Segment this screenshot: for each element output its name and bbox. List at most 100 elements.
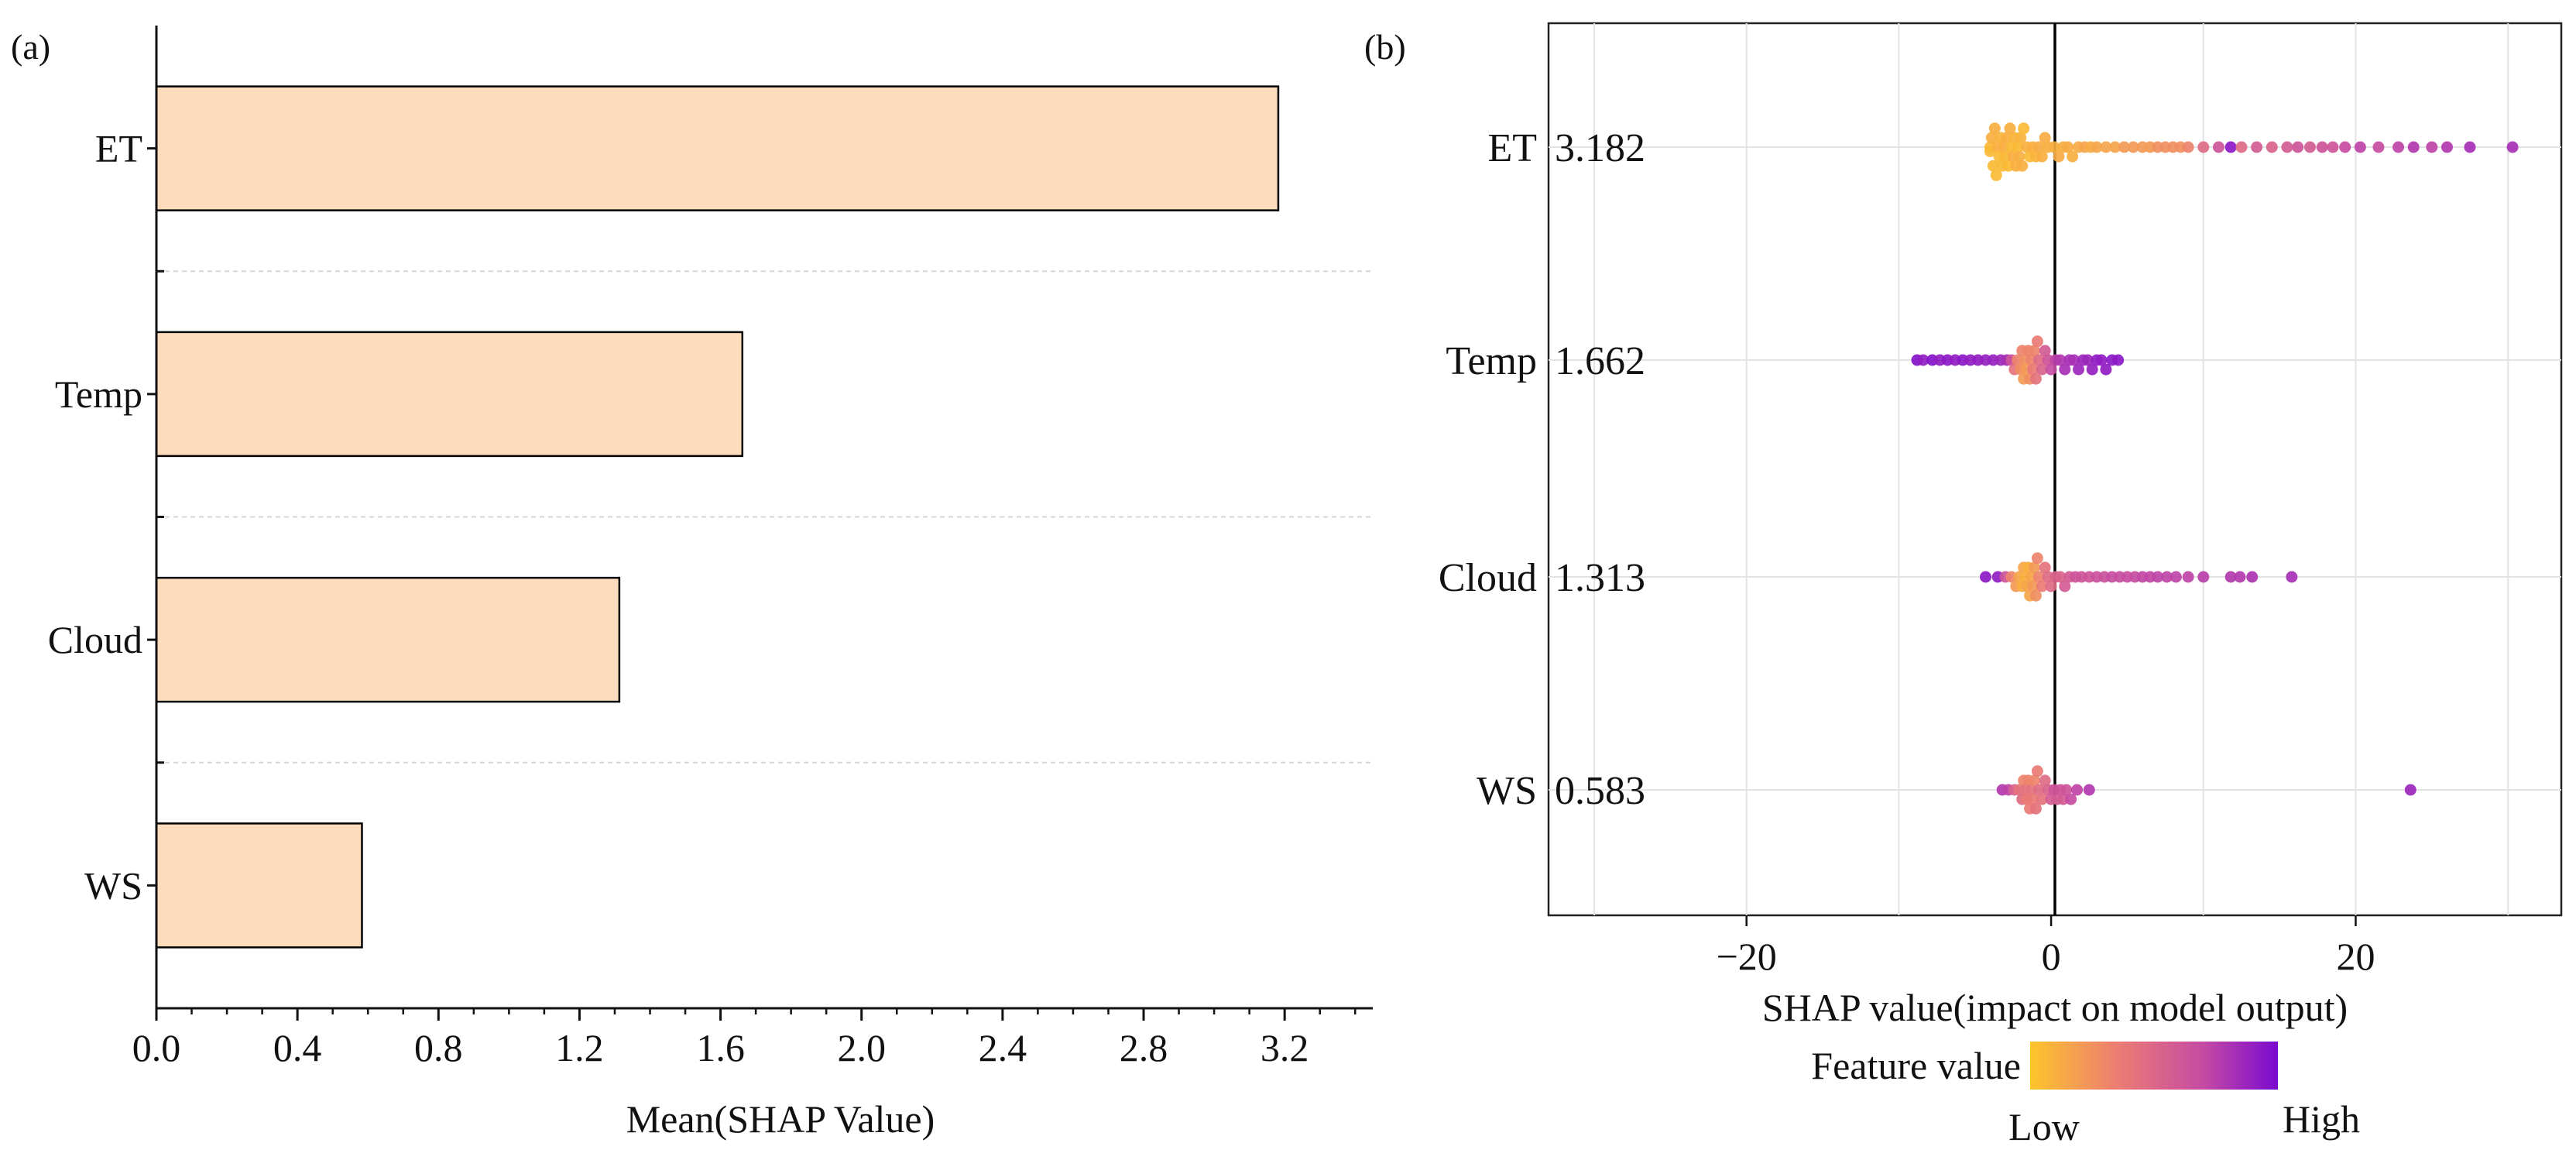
- shap-point: [2039, 345, 2051, 357]
- panel-a-bar-chart: (a) 0.0 0.4 0.8 1.2 1.6 2.0 2.4 2.8 3.2 ET Temp Cl…: [11, 26, 1373, 1141]
- x-tick-label: 3.2: [1261, 1026, 1309, 1069]
- shap-point: [2062, 141, 2074, 153]
- colorbar-high-label: High: [2283, 1097, 2360, 1141]
- shap-point: [2029, 802, 2042, 815]
- bar-temp: [155, 331, 744, 458]
- shap-point: [2372, 141, 2385, 153]
- shap-point: [2339, 141, 2351, 153]
- shap-point: [2118, 141, 2130, 153]
- shap-point: [2224, 141, 2237, 153]
- shap-point: [2234, 571, 2246, 583]
- shap-point: [2029, 372, 2042, 385]
- shap-point: [2095, 354, 2108, 366]
- x-tick-label: 20: [2336, 935, 2375, 978]
- x-tick-label: 2.8: [1120, 1026, 1168, 1069]
- shap-point: [2182, 571, 2194, 583]
- panel-a-bars: [155, 85, 1280, 949]
- shap-point: [2182, 141, 2194, 153]
- shap-point: [2112, 354, 2125, 366]
- mean-shap-label-et: 3.182: [1555, 126, 1645, 170]
- shap-point: [2161, 571, 2173, 583]
- shap-point: [2060, 784, 2073, 796]
- y-tick-label-temp: Temp: [55, 372, 142, 416]
- shap-point: [2281, 141, 2293, 153]
- panel-a-label: (a): [11, 27, 50, 67]
- panel-a-x-ticks: 0.0 0.4 0.8 1.2 1.6 2.0 2.4 2.8 3.2: [132, 1008, 1357, 1069]
- x-tick-label: 0.8: [414, 1026, 463, 1069]
- bar-et: [155, 85, 1280, 211]
- shap-point: [2197, 141, 2210, 153]
- feature-label-cloud: Cloud: [1439, 556, 1537, 600]
- bar-cloud: [155, 576, 621, 703]
- shap-point: [2029, 589, 2042, 602]
- panel-a-grid: [156, 269, 1373, 764]
- shap-point: [2059, 363, 2071, 376]
- panel-b-points: [1911, 122, 2519, 815]
- x-tick-label: 0.4: [273, 1026, 322, 1069]
- shap-point: [2032, 784, 2045, 796]
- shap-point: [2303, 141, 2316, 153]
- shap-point: [2152, 571, 2164, 583]
- feature-label-ws: WS: [1477, 769, 1537, 813]
- feature-label-et: ET: [1487, 126, 1537, 170]
- shap-point: [2032, 141, 2045, 153]
- shap-point: [2026, 363, 2039, 376]
- x-tick-label: 1.2: [555, 1026, 604, 1069]
- x-tick-label: 1.6: [696, 1026, 745, 1069]
- shap-point: [2048, 141, 2060, 153]
- shap-point: [2067, 150, 2079, 163]
- shap-point: [1988, 122, 2001, 135]
- mean-shap-label-ws: 0.583: [1555, 769, 1645, 813]
- shap-point: [2266, 141, 2278, 153]
- shap-point: [2086, 363, 2098, 376]
- shap-point: [2026, 580, 2039, 592]
- shap-point: [2053, 150, 2065, 163]
- x-tick-label: −20: [1717, 935, 1777, 978]
- shap-point: [2109, 141, 2122, 153]
- shap-point: [1980, 571, 1992, 583]
- shap-point: [2441, 141, 2453, 153]
- shap-point: [2100, 363, 2112, 376]
- shap-point: [2071, 784, 2084, 796]
- shap-point: [1990, 169, 2002, 181]
- shap-point: [2054, 571, 2067, 583]
- shap-point: [2045, 363, 2057, 376]
- shap-point: [2235, 141, 2248, 153]
- shap-point: [2028, 345, 2040, 357]
- shap-point: [2045, 580, 2057, 592]
- shap-point: [2407, 141, 2420, 153]
- shap-point: [2032, 354, 2045, 366]
- shap-point: [2083, 784, 2095, 796]
- colorbar-gradient: [2030, 1042, 2278, 1090]
- shap-point: [2026, 793, 2039, 805]
- shap-point: [2031, 765, 2043, 777]
- shap-point: [2018, 122, 2030, 135]
- colorbar: Feature value Low High: [1811, 1042, 2360, 1148]
- shap-point: [2506, 141, 2519, 153]
- panel-b-label: (b): [1364, 27, 1406, 67]
- feature-label-temp: Temp: [1446, 339, 1537, 383]
- shap-point: [2127, 141, 2139, 153]
- panel-b-x-ticks: −20 0 20: [1717, 915, 2375, 978]
- y-tick-label-et: ET: [95, 127, 142, 170]
- shap-point: [2292, 141, 2304, 153]
- shap-point: [2016, 160, 2029, 172]
- panel-b-x-axis-title: SHAP value(impact on model output): [1762, 986, 2348, 1029]
- shap-point: [2392, 141, 2405, 153]
- shap-point: [2059, 580, 2071, 592]
- shap-point: [2004, 122, 2016, 135]
- shap-point: [2015, 132, 2027, 144]
- shap-point: [2068, 354, 2080, 366]
- shap-point: [2327, 141, 2339, 153]
- shap-point: [2170, 571, 2182, 583]
- shap-point: [1917, 354, 1929, 366]
- shap-point: [2039, 561, 2051, 574]
- shap-point: [2197, 571, 2210, 583]
- colorbar-low-label: Low: [2008, 1105, 2080, 1148]
- bar-ws: [155, 822, 363, 949]
- x-tick-label: 0.0: [132, 1026, 181, 1069]
- shap-point: [2464, 141, 2476, 153]
- shap-point: [2036, 793, 2048, 805]
- shap-point: [2028, 774, 2040, 787]
